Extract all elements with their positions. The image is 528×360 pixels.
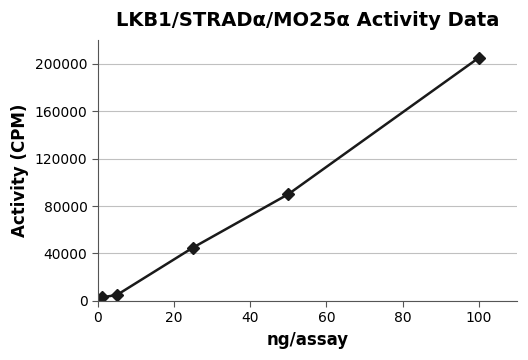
X-axis label: ng/assay: ng/assay	[266, 331, 348, 349]
Y-axis label: Activity (CPM): Activity (CPM)	[11, 104, 29, 237]
Title: LKB1/STRADα/MO25α Activity Data: LKB1/STRADα/MO25α Activity Data	[116, 11, 499, 30]
